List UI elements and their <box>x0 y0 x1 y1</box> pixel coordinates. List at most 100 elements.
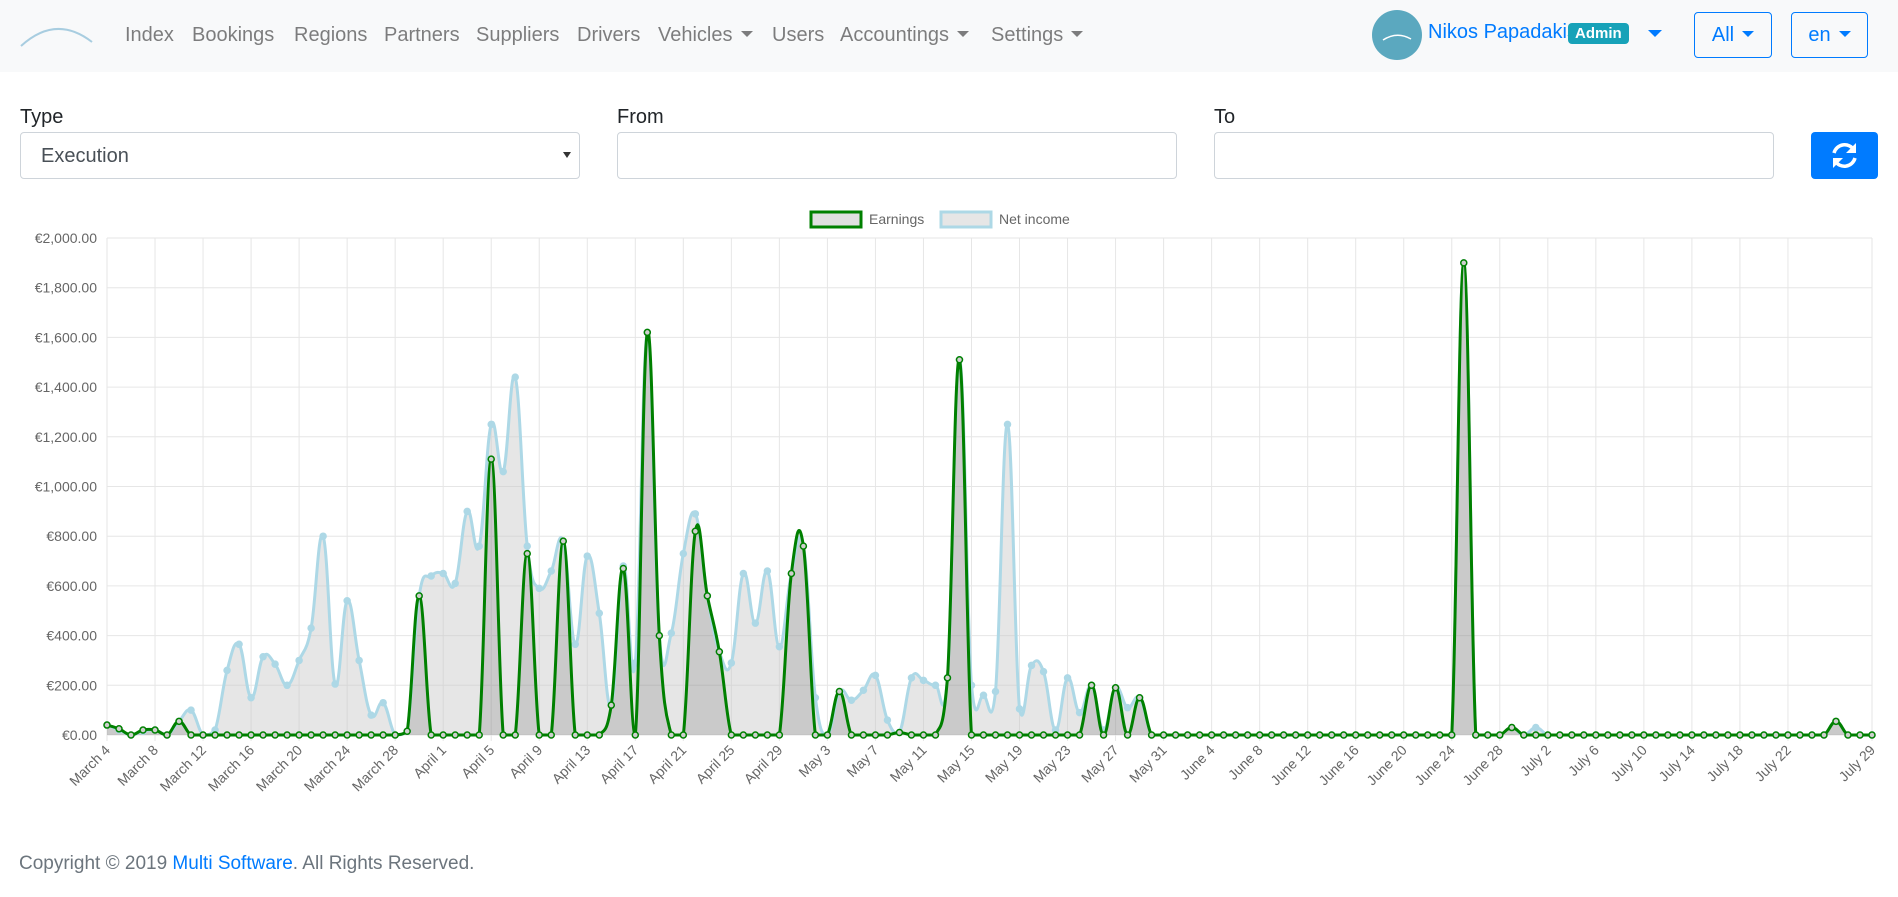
nav-dropdown[interactable]: Accountings <box>840 24 969 47</box>
y-tick-label: €1,200.00 <box>35 429 97 445</box>
type-select[interactable]: Execution <box>20 132 580 179</box>
data-point <box>1713 732 1719 738</box>
data-point <box>1125 705 1131 711</box>
data-point <box>692 528 698 534</box>
data-point <box>1113 685 1119 691</box>
nav-link[interactable]: Partners <box>384 24 460 47</box>
y-tick-label: €1,600.00 <box>35 329 97 345</box>
data-point <box>1077 732 1083 738</box>
data-point <box>332 681 338 687</box>
y-tick-label: €1,000.00 <box>35 479 97 495</box>
data-point <box>824 732 830 738</box>
data-point <box>284 682 290 688</box>
data-point <box>1497 732 1503 738</box>
data-point <box>512 732 518 738</box>
scope-button[interactable]: All <box>1694 12 1772 58</box>
data-point <box>1773 732 1779 738</box>
data-point <box>993 689 999 695</box>
data-point <box>1101 732 1107 738</box>
data-point <box>1029 662 1035 668</box>
data-point <box>1449 732 1455 738</box>
data-point <box>1053 732 1059 738</box>
nav-link[interactable]: Suppliers <box>476 24 559 47</box>
data-point <box>572 732 578 738</box>
data-point <box>1221 732 1227 738</box>
language-button[interactable]: en <box>1791 12 1868 58</box>
data-point <box>512 374 518 380</box>
data-point <box>680 551 686 557</box>
y-tick-label: €2,000.00 <box>35 230 97 246</box>
nav-dropdown[interactable]: Vehicles <box>658 24 753 47</box>
data-point <box>1749 732 1755 738</box>
avatar[interactable] <box>1371 9 1423 61</box>
data-point <box>764 568 770 574</box>
data-point <box>560 538 566 544</box>
data-point <box>728 660 734 666</box>
data-point <box>440 732 446 738</box>
x-tick-label: May 23 <box>1030 742 1074 786</box>
from-input[interactable] <box>617 132 1177 179</box>
data-point <box>1401 732 1407 738</box>
data-point <box>1149 732 1155 738</box>
data-point <box>380 732 386 738</box>
data-point <box>488 456 494 462</box>
data-point <box>1257 732 1263 738</box>
data-point <box>320 732 326 738</box>
data-point <box>788 570 794 576</box>
role-badge: Admin <box>1568 23 1629 44</box>
data-point <box>1821 732 1827 738</box>
nav-dropdown[interactable]: Settings <box>991 24 1083 47</box>
x-tick-label: May 31 <box>1126 742 1170 786</box>
data-point <box>212 732 218 738</box>
data-point <box>548 732 554 738</box>
data-point <box>284 732 290 738</box>
refresh-button[interactable] <box>1811 132 1878 179</box>
nav-link[interactable]: Drivers <box>577 24 640 47</box>
data-point <box>1437 732 1443 738</box>
x-tick-label: April 13 <box>549 742 594 787</box>
data-point <box>164 732 170 738</box>
nav-link[interactable]: Index <box>125 24 174 47</box>
user-caret[interactable] <box>1648 30 1662 37</box>
data-point <box>1473 732 1479 738</box>
series-line <box>107 263 1872 735</box>
data-point <box>236 732 242 738</box>
data-point <box>1245 732 1251 738</box>
data-point <box>1521 732 1527 738</box>
y-tick-label: €400.00 <box>46 628 97 644</box>
data-point <box>128 732 134 738</box>
data-point <box>1125 732 1131 738</box>
data-point <box>1641 732 1647 738</box>
data-point <box>1725 732 1731 738</box>
nav-link[interactable]: Users <box>772 24 824 47</box>
x-tick-label: May 19 <box>982 742 1026 786</box>
logo[interactable] <box>18 18 96 50</box>
data-point <box>1581 732 1587 738</box>
data-point <box>356 732 362 738</box>
data-point <box>140 727 146 733</box>
nav-link[interactable]: Bookings <box>192 24 274 47</box>
data-point <box>116 726 122 732</box>
data-point <box>1329 732 1335 738</box>
select-arrow <box>563 152 571 158</box>
data-point <box>1017 732 1023 738</box>
x-tick-label: March 16 <box>205 742 258 795</box>
data-point <box>680 732 686 738</box>
data-point <box>368 712 374 718</box>
data-point <box>920 677 926 683</box>
data-point <box>1413 732 1419 738</box>
data-point <box>980 732 986 738</box>
data-point <box>1509 725 1515 731</box>
data-point <box>644 329 650 335</box>
nav-link[interactable]: Regions <box>294 24 367 47</box>
legend-swatch <box>811 212 861 227</box>
footer-link[interactable]: Multi Software <box>172 853 292 874</box>
data-point <box>452 732 458 738</box>
data-point <box>440 570 446 576</box>
x-tick-label: May 7 <box>843 742 881 780</box>
to-input[interactable] <box>1214 132 1774 179</box>
data-point <box>776 644 782 650</box>
user-name[interactable]: Nikos Papadakis <box>1428 21 1577 44</box>
data-point <box>884 717 890 723</box>
data-point <box>344 598 350 604</box>
